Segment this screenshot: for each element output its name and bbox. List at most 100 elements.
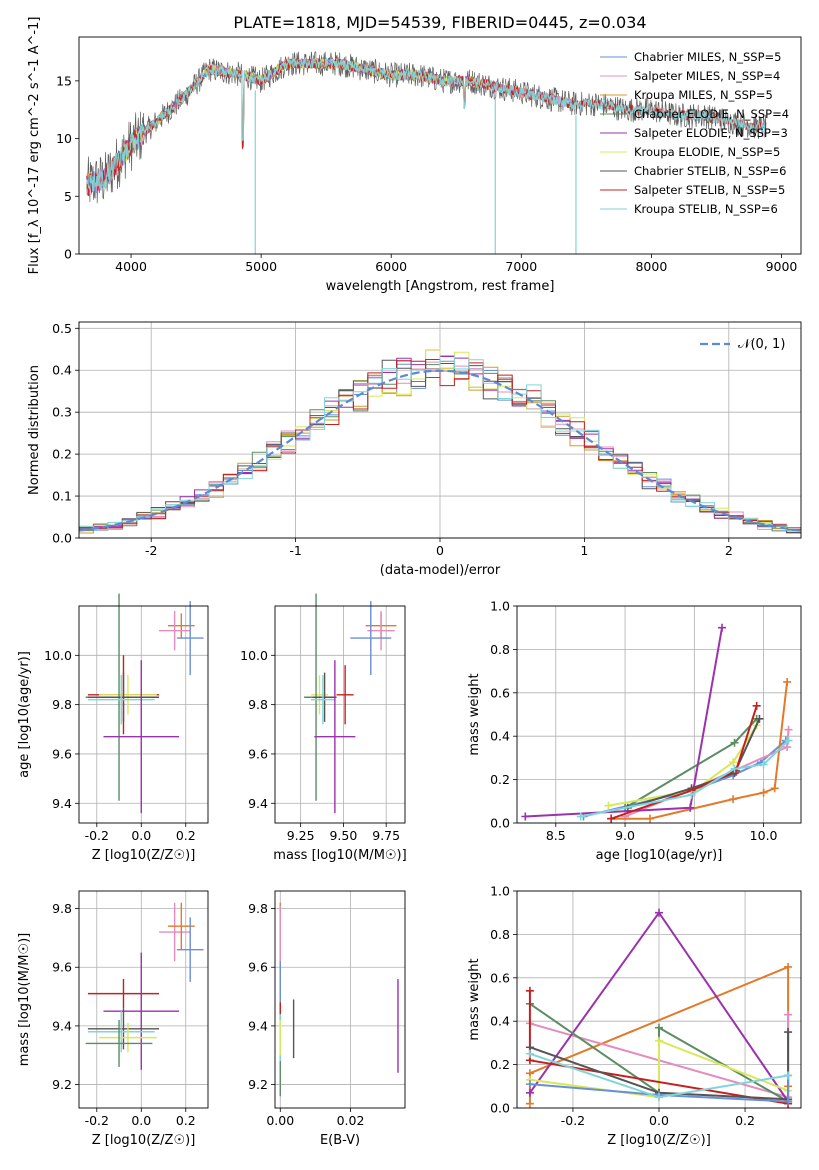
series-line (529, 1075, 790, 1103)
y-tick-label: 0.0 (490, 1101, 510, 1116)
plus-marker (645, 814, 654, 823)
x-tick-label: 7000 (505, 259, 537, 274)
x-tick-label: 4000 (115, 259, 147, 274)
plus-marker (755, 714, 764, 723)
plus-marker (784, 1097, 793, 1106)
axes-frame (274, 890, 406, 1109)
legend-label: Salpeter STELIB, N_SSP=5 (634, 183, 785, 197)
panel-age-vs-mass: 9.25 9.50 9.75 9.4 9.6 9.8 10.0 mass [log10(M/M… (240, 593, 407, 863)
x-tick-label: 0.2 (176, 828, 196, 843)
errorbar-point (99, 1022, 157, 1053)
x-axis-label: Z [log10(Z/Z☉)] (92, 1133, 196, 1148)
legend-label: Salpeter MILES, N_SSP=4 (634, 69, 780, 83)
y-tick-label: 1.0 (490, 884, 510, 899)
panel-mass-weight-vs-Z: -0.2 0.0 0.2 0.0 0.2 0.4 0.6 0.8 1.0 Z [log10(Z/Z… (467, 884, 802, 1148)
y-axis-label: mass [log10(M/M☉)] (17, 933, 32, 1066)
plus-marker (525, 1049, 534, 1058)
errorbar-point (87, 675, 155, 725)
x-tick-label: 9.25 (287, 828, 315, 843)
legend: Chabrier MILES, N_SSP=5 Salpeter MILES, N… (600, 50, 789, 216)
plus-marker (607, 814, 616, 823)
y-tick-label: 0.0 (490, 816, 510, 831)
legend-label: Chabrier ELODIE, N_SSP=4 (634, 107, 789, 121)
y-tick-label: 0.5 (52, 321, 72, 336)
x-tick-label: 9.50 (329, 828, 357, 843)
x-tick-label: 0.00 (266, 1113, 294, 1128)
y-tick-label: 5 (64, 189, 72, 204)
plus-marker (784, 1010, 793, 1019)
y-tick-label: 1.0 (490, 599, 510, 614)
legend-label: Kroupa ELODIE, N_SSP=5 (634, 145, 780, 159)
y-tick-label: 9.6 (248, 960, 268, 975)
y-tick-label: 9.6 (52, 746, 72, 761)
errorbar-point (176, 917, 204, 982)
plus-marker (784, 962, 793, 971)
x-tick-label: 0.0 (131, 1113, 151, 1128)
plus-marker (576, 812, 585, 821)
errorbar-point (159, 902, 191, 962)
x-tick-label: 0.2 (176, 1113, 196, 1128)
x-axis-label: E(B-V) (320, 1133, 360, 1148)
x-tick-label: 0.0 (131, 828, 151, 843)
plus-marker (686, 803, 695, 812)
plus-marker (604, 801, 613, 810)
y-tick-label: 0.6 (490, 685, 510, 700)
panel-residuals: -2 -1 0 1 2 0.0 0.1 0.2 0.3 0.4 0.5 (data-model)/er… (27, 321, 802, 578)
y-axis-label: mass weight (467, 673, 482, 755)
y-tick-label: 15 (56, 73, 72, 88)
legend-label: Chabrier MILES, N_SSP=5 (634, 50, 781, 64)
x-tick-label: 8000 (635, 259, 667, 274)
plus-marker (752, 701, 761, 710)
y-tick-label: 9.2 (52, 1077, 72, 1092)
normal-curve (79, 369, 801, 532)
y-tick-label: 9.4 (52, 796, 72, 811)
errorbar-point (87, 672, 160, 722)
plot-layer (79, 349, 801, 538)
panel-mass-vs-Z: -0.2 0.0 0.2 9.2 9.4 9.6 9.8 Z [log10(Z/Z☉)] mas… (17, 890, 209, 1148)
plus-marker (759, 760, 768, 769)
y-tick-label: 9.8 (52, 697, 72, 712)
plus-marker (521, 812, 530, 821)
x-tick-label: 6000 (375, 259, 407, 274)
x-tick-label: -0.2 (561, 1113, 585, 1128)
plus-marker (783, 677, 792, 686)
y-tick-label: 9.4 (248, 796, 268, 811)
x-tick-label: 5000 (245, 259, 277, 274)
x-tick-label: 10.0 (750, 828, 778, 843)
errorbar-point (103, 660, 180, 814)
y-axis-label: Flux [f_λ 10^-17 erg cm^-2 s^-1 A^-1] (27, 17, 42, 275)
histogram-step (79, 355, 801, 538)
plus-marker (687, 790, 696, 799)
legend-label: 𝒩(0, 1) (738, 337, 785, 352)
plot-area (275, 606, 405, 823)
legend-label: Chabrier STELIB, N_SSP=6 (634, 164, 786, 178)
errorbar-point (312, 672, 337, 722)
x-tick-label: 0.0 (649, 1113, 669, 1128)
x-tick-label: 0 (436, 543, 444, 558)
series-line (529, 1039, 789, 1099)
errorbar-point (87, 1011, 155, 1053)
axes-frame (78, 36, 802, 255)
y-tick-label: 9.6 (52, 960, 72, 975)
panel-mass-vs-EBV: 0.00 0.02 9.2 9.4 9.6 9.8 E(B-V) (248, 890, 406, 1148)
plus-marker (655, 1023, 663, 1032)
x-axis-label: mass [log10(M/M☉)] (273, 848, 406, 863)
plus-marker (718, 623, 727, 632)
plus-marker (783, 743, 792, 752)
y-tick-label: 9.4 (52, 1018, 72, 1033)
panel-age-vs-Z: -0.2 0.0 0.2 9.4 9.6 9.8 10.0 Z [log10(Z/Z☉)] ag… (17, 593, 209, 863)
x-tick-label: -2 (145, 543, 157, 558)
plus-marker (784, 725, 793, 734)
errorbar-point (350, 601, 392, 676)
plot-area (79, 891, 208, 1108)
plus-marker (770, 784, 779, 793)
legend-label: Salpeter ELODIE, N_SSP=3 (634, 126, 788, 140)
plot-layer (279, 902, 399, 1097)
y-tick-label: 0.8 (490, 927, 510, 942)
plus-marker (730, 738, 739, 747)
y-tick-label: 10 (56, 131, 72, 146)
errorbar-point (159, 610, 191, 651)
plus-marker (655, 1036, 663, 1045)
plot-layer (86, 51, 767, 254)
